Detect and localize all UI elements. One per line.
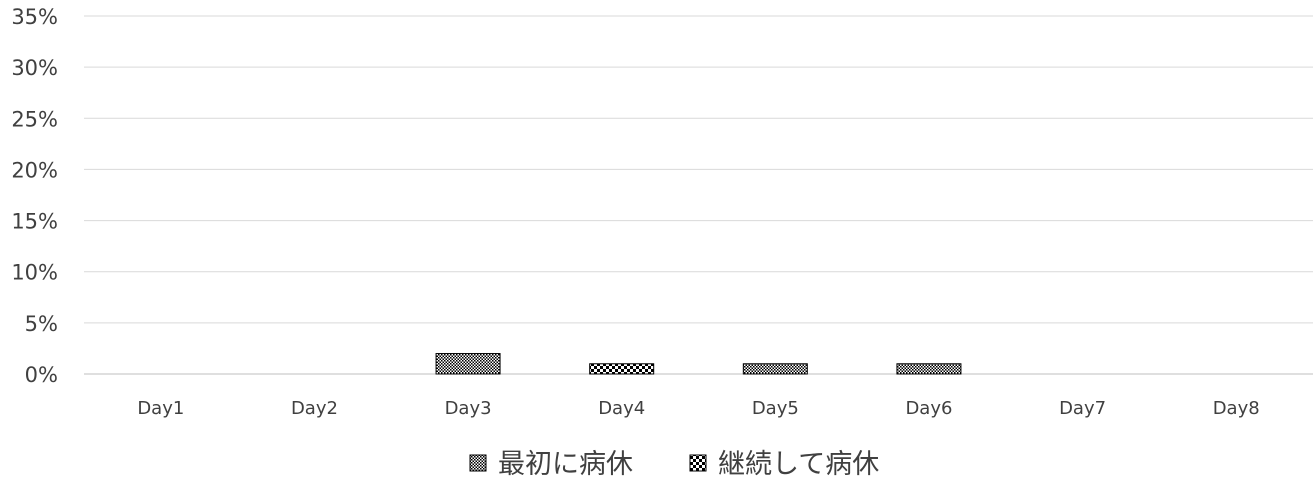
- y-tick-label: 20%: [11, 158, 58, 182]
- bar: [436, 354, 500, 374]
- bar: [743, 364, 807, 374]
- x-tick-label: Day6: [905, 398, 952, 419]
- legend-swatch: [690, 455, 706, 471]
- legend-swatch: [470, 455, 486, 471]
- y-tick-label: 10%: [11, 261, 58, 285]
- y-tick-label: 0%: [25, 363, 58, 387]
- legend-label: 最初に病休: [498, 449, 633, 479]
- x-tick-label: Day4: [598, 398, 645, 419]
- x-axis-ticks: Day1 Day2 Day3 Day4 Day5 Day6 Day7 Day8: [137, 398, 1259, 419]
- bar: [590, 364, 654, 374]
- bar: [897, 364, 961, 374]
- x-tick-label: Day8: [1213, 398, 1260, 419]
- x-tick-label: Day2: [291, 398, 338, 419]
- x-tick-label: Day7: [1059, 398, 1106, 419]
- y-tick-label: 5%: [25, 312, 58, 336]
- y-tick-label: 30%: [11, 56, 58, 80]
- y-tick-label: 35%: [11, 5, 58, 29]
- legend: 最初に病休 継続して病休: [470, 449, 879, 479]
- y-tick-label: 15%: [11, 210, 58, 234]
- y-tick-label: 25%: [11, 107, 58, 131]
- legend-label: 継続して病休: [718, 449, 879, 479]
- x-tick-label: Day3: [445, 398, 492, 419]
- bars: [436, 354, 961, 374]
- x-tick-label: Day5: [752, 398, 799, 419]
- x-tick-label: Day1: [137, 398, 184, 419]
- y-axis-ticks: 0% 5% 10% 15% 20% 25% 30% 35%: [11, 5, 58, 387]
- gridlines: [84, 16, 1313, 374]
